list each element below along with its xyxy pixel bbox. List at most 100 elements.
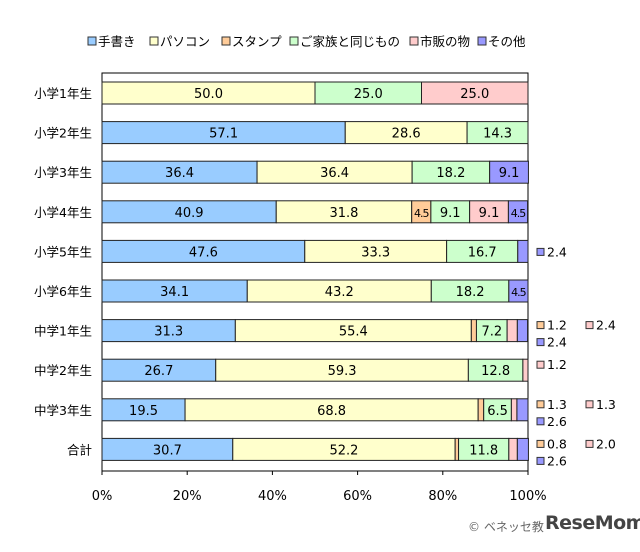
bar-segment (477, 398, 485, 422)
data-label: 59.3 (328, 364, 357, 379)
bar-segment (508, 279, 529, 303)
outside-swatch (585, 321, 594, 330)
bar-segment (421, 81, 529, 105)
x-tick-label: 40% (258, 489, 287, 504)
bar-segment (517, 239, 529, 263)
data-label: 43.2 (325, 285, 354, 300)
data-label: 4.5 (511, 207, 526, 220)
category-label: 中学3年生 (34, 403, 92, 418)
data-label: 50.0 (194, 87, 223, 102)
bar-segment (516, 319, 529, 343)
outside-data-label: 2.6 (547, 453, 567, 468)
bar-segment (516, 437, 529, 461)
outside-swatch (585, 439, 594, 448)
data-label: 31.3 (154, 325, 183, 340)
legend-label-1: パソコン (160, 34, 210, 49)
legend-label-5: その他 (488, 34, 526, 49)
data-label: 57.1 (209, 127, 238, 142)
data-label: 6.5 (487, 404, 508, 419)
category-label: 小学5年生 (34, 244, 92, 259)
legend-swatch-3 (289, 36, 299, 46)
legend-label-2: スタンプ (232, 34, 282, 49)
data-label: 18.2 (456, 285, 485, 300)
data-label: 9.1 (499, 166, 520, 181)
outside-data-label: 1.2 (547, 318, 567, 333)
category-label: 合計 (67, 442, 92, 457)
category-label: 小学3年生 (34, 165, 92, 180)
outside-swatch (536, 400, 545, 409)
bar-segment (507, 200, 529, 224)
outside-swatch (536, 456, 545, 465)
x-tick-label: 100% (509, 489, 546, 504)
data-label: 47.6 (189, 245, 218, 260)
bar-segment (516, 398, 529, 422)
outside-swatch (536, 439, 545, 448)
outside-data-label: 1.3 (596, 397, 616, 412)
bar-segment (508, 437, 518, 461)
data-label: 9.1 (440, 206, 461, 221)
category-label: 小学4年生 (34, 205, 92, 220)
legend-swatch-2 (221, 36, 231, 46)
data-label: 12.8 (481, 364, 510, 379)
plot-area (101, 72, 529, 472)
data-label: 52.2 (329, 443, 358, 458)
data-label: 36.4 (320, 166, 349, 181)
data-label: 28.6 (392, 127, 421, 142)
outside-swatch (536, 338, 545, 347)
data-label: 31.8 (329, 206, 358, 221)
outside-data-label: 1.2 (547, 357, 567, 372)
legend-swatch-4 (409, 36, 419, 46)
data-label: 34.1 (160, 285, 189, 300)
legend-swatch-5 (477, 36, 487, 46)
outside-data-label: 0.8 (547, 436, 567, 451)
outside-data-label: 1.3 (547, 397, 567, 412)
outside-data-label: 2.0 (596, 436, 616, 451)
copyright-text: © ベネッセ教 (468, 520, 544, 534)
outside-swatch (536, 247, 545, 256)
data-label: 9.1 (479, 206, 500, 221)
category-label: 中学2年生 (34, 363, 92, 378)
resemom-logo: ReseMom (545, 512, 640, 534)
data-label: 11.8 (469, 443, 498, 458)
data-label: 18.2 (436, 166, 465, 181)
data-label: 33.3 (361, 245, 390, 260)
legend-label-0: 手書き (98, 34, 136, 49)
x-tick-label: 20% (173, 489, 202, 504)
bar-segment (489, 160, 529, 184)
outside-swatch (585, 400, 594, 409)
category-label: 小学1年生 (34, 86, 92, 101)
data-label: 40.9 (175, 206, 204, 221)
bar-segment (522, 358, 529, 382)
outside-data-label: 2.6 (547, 414, 567, 429)
data-label: 30.7 (153, 443, 182, 458)
data-label: 14.3 (483, 127, 512, 142)
data-label: 68.8 (317, 404, 346, 419)
data-label: 25.0 (354, 87, 383, 102)
category-label: 小学6年生 (34, 284, 92, 299)
data-label: 16.7 (468, 245, 497, 260)
bar-segment (454, 437, 460, 461)
outside-swatch (536, 360, 545, 369)
data-label: 26.7 (144, 364, 173, 379)
legend-label-4: 市販の物 (420, 34, 470, 49)
data-label: 4.5 (414, 207, 429, 220)
legend-swatch-1 (149, 36, 159, 46)
data-label: 7.2 (481, 325, 502, 340)
data-label: 25.0 (460, 87, 489, 102)
bar-segment (510, 398, 518, 422)
x-tick-label: 0% (92, 489, 113, 504)
bar-segment (506, 319, 518, 343)
outside-swatch (536, 417, 545, 426)
legend-label-3: ご家族と同じもの (300, 34, 400, 49)
data-label: 36.4 (165, 166, 194, 181)
category-label: 小学2年生 (34, 126, 92, 141)
bar-segment (466, 121, 529, 145)
data-label: 55.4 (339, 325, 368, 340)
data-label: 4.5 (511, 286, 526, 299)
x-tick-label: 80% (428, 489, 457, 504)
outside-swatch (536, 321, 545, 330)
outside-data-label: 2.4 (547, 244, 567, 259)
x-tick-label: 60% (343, 489, 372, 504)
legend-swatch-0 (87, 36, 97, 46)
